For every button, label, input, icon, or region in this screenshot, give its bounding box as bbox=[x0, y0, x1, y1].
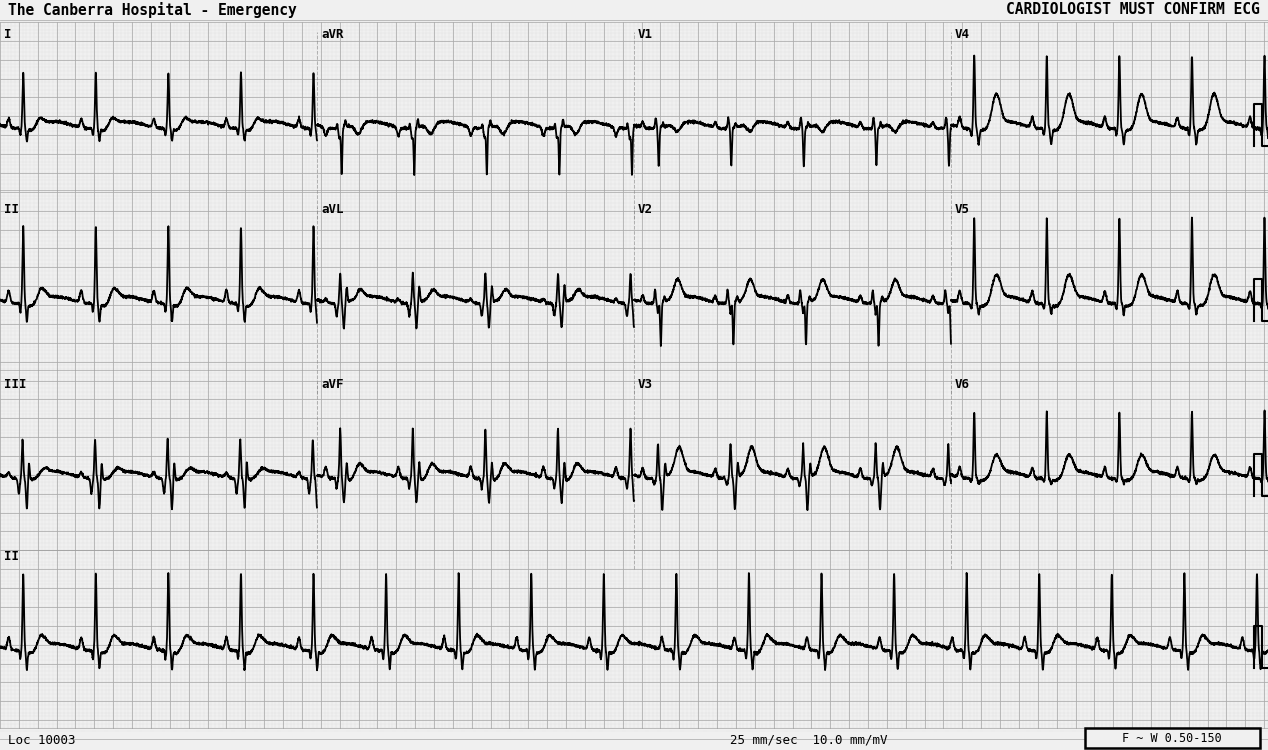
Text: V5: V5 bbox=[955, 202, 970, 216]
Text: II: II bbox=[4, 202, 19, 216]
Text: V1: V1 bbox=[638, 28, 653, 40]
Text: F ~ W 0.50-150: F ~ W 0.50-150 bbox=[1122, 731, 1222, 745]
Text: I: I bbox=[4, 28, 11, 40]
Text: V3: V3 bbox=[638, 378, 653, 391]
Text: V6: V6 bbox=[955, 378, 970, 391]
Text: aVF: aVF bbox=[321, 378, 344, 391]
Text: Loc 10003: Loc 10003 bbox=[8, 734, 76, 746]
Text: II: II bbox=[4, 550, 19, 562]
Text: V4: V4 bbox=[955, 28, 970, 40]
Text: 25 mm/sec  10.0 mm/mV: 25 mm/sec 10.0 mm/mV bbox=[730, 734, 888, 746]
Text: aVL: aVL bbox=[321, 202, 344, 216]
Text: CARDIOLOGIST MUST CONFIRM ECG: CARDIOLOGIST MUST CONFIRM ECG bbox=[1007, 2, 1260, 17]
Text: aVR: aVR bbox=[321, 28, 344, 40]
Text: The Canberra Hospital - Emergency: The Canberra Hospital - Emergency bbox=[8, 2, 297, 18]
Bar bbox=[1085, 728, 1260, 748]
Text: III: III bbox=[4, 378, 27, 391]
Text: V2: V2 bbox=[638, 202, 653, 216]
